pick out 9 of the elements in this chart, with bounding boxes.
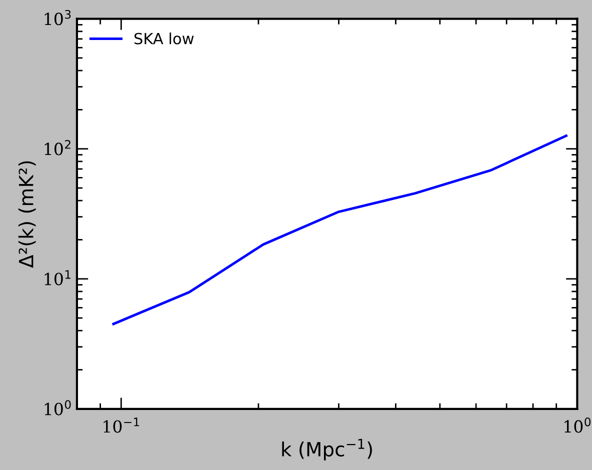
- line-series: [112, 134, 568, 326]
- x-tick-label: 10$^{−1}$: [104, 418, 140, 433]
- y-tick-label: 10$^{3}$: [44, 10, 71, 26]
- y-tick-label: 10$^{0}$: [44, 400, 71, 416]
- y-axis-title: Δ²(k) (mK²): [18, 161, 36, 268]
- y-tick-label: 10$^{2}$: [44, 140, 70, 156]
- legend-label: SKA low: [134, 32, 194, 44]
- y-tick-label: 10$^{1}$: [44, 270, 70, 286]
- x-axis-title: k (Mpc$^{−1}$): [282, 438, 372, 460]
